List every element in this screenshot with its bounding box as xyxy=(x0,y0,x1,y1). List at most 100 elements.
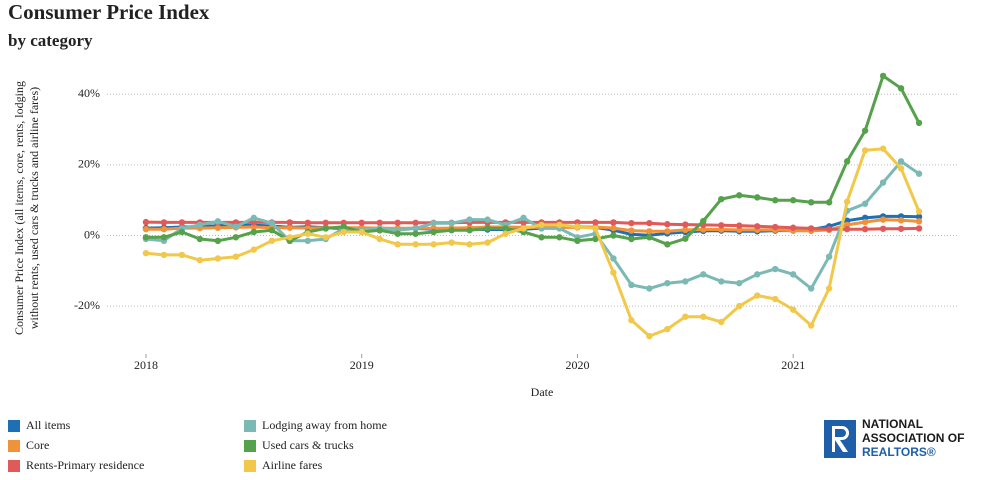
data-point xyxy=(861,225,869,233)
data-point xyxy=(736,279,743,287)
data-point xyxy=(897,225,905,232)
data-point xyxy=(861,127,869,134)
data-point xyxy=(646,285,653,292)
data-point xyxy=(448,239,455,246)
data-point xyxy=(897,85,905,92)
data-point xyxy=(214,218,222,225)
logo-text: NATIONAL xyxy=(862,417,923,431)
chart-subtitle: by category xyxy=(8,31,93,50)
data-point xyxy=(879,216,887,223)
data-point xyxy=(394,241,401,248)
data-point xyxy=(214,237,222,245)
data-point xyxy=(664,221,671,228)
data-point xyxy=(718,195,725,203)
data-point xyxy=(304,237,311,245)
data-point xyxy=(682,235,689,242)
data-point xyxy=(142,234,150,241)
data-point xyxy=(466,241,473,248)
legend-swatch xyxy=(244,420,256,432)
data-point xyxy=(610,255,617,262)
legend-label: Rents-Primary residence xyxy=(26,458,144,472)
data-point xyxy=(484,239,491,246)
data-point xyxy=(843,198,851,205)
data-point xyxy=(520,225,527,232)
data-point xyxy=(466,227,473,234)
data-point xyxy=(502,230,509,237)
data-point xyxy=(160,251,168,259)
data-point xyxy=(754,292,761,299)
data-point xyxy=(718,222,725,229)
data-point xyxy=(879,179,887,186)
logo-text: ASSOCIATION OF xyxy=(862,431,964,445)
data-point xyxy=(430,228,437,236)
data-point xyxy=(628,219,635,227)
data-point xyxy=(915,225,923,232)
data-point xyxy=(196,257,204,264)
data-point xyxy=(196,221,204,229)
data-point xyxy=(412,241,419,248)
data-point xyxy=(250,246,258,253)
data-point xyxy=(484,225,491,232)
data-point xyxy=(861,147,869,154)
data-point xyxy=(664,325,671,333)
data-point xyxy=(718,318,725,326)
legend-label: Used cars & trucks xyxy=(262,438,354,452)
data-point xyxy=(592,235,599,243)
data-point xyxy=(466,216,473,223)
data-point xyxy=(789,197,797,204)
data-point xyxy=(628,281,635,289)
x-tick-label: 2020 xyxy=(565,358,589,372)
data-point xyxy=(807,285,815,292)
data-point xyxy=(825,285,833,292)
data-point xyxy=(879,72,887,80)
data-point xyxy=(789,271,797,278)
data-point xyxy=(286,224,293,231)
data-point xyxy=(682,278,689,285)
y-tick-label: 0% xyxy=(84,227,100,241)
data-point xyxy=(879,145,887,152)
data-point xyxy=(700,271,707,278)
data-point xyxy=(592,219,599,226)
data-point xyxy=(412,230,419,237)
data-point xyxy=(448,219,455,227)
data-point xyxy=(861,218,869,226)
data-point xyxy=(700,226,707,233)
data-point xyxy=(915,119,923,127)
data-point xyxy=(286,219,293,226)
y-tick-label: 40% xyxy=(78,86,100,100)
data-point xyxy=(232,253,240,260)
data-point xyxy=(340,228,347,236)
y-tick-label: 20% xyxy=(78,157,100,171)
data-point xyxy=(628,235,635,243)
data-point xyxy=(682,226,689,234)
legend-swatch xyxy=(8,460,20,472)
data-point xyxy=(538,234,545,241)
logo-mark xyxy=(832,426,849,452)
data-point xyxy=(915,170,923,177)
y-axis-label: Consumer Price Index (all items, core, r… xyxy=(12,81,41,335)
data-point xyxy=(250,214,258,222)
data-point xyxy=(682,313,689,320)
data-point xyxy=(789,224,797,231)
data-point xyxy=(394,219,401,226)
data-point xyxy=(861,200,869,207)
data-point xyxy=(646,219,653,227)
data-point xyxy=(772,223,779,231)
data-point xyxy=(214,255,222,262)
data-point xyxy=(807,199,815,206)
data-point xyxy=(178,219,186,226)
legend-label: Core xyxy=(26,438,49,452)
data-point xyxy=(178,251,186,259)
data-point xyxy=(178,228,186,236)
data-point xyxy=(412,225,419,232)
data-point xyxy=(772,265,779,273)
data-point xyxy=(358,219,365,226)
data-point xyxy=(250,228,258,236)
data-point xyxy=(160,225,168,233)
data-point xyxy=(214,224,222,231)
data-point xyxy=(196,235,204,243)
data-point xyxy=(412,219,419,226)
data-point xyxy=(160,234,168,241)
data-point xyxy=(789,306,797,313)
data-point xyxy=(520,214,527,222)
